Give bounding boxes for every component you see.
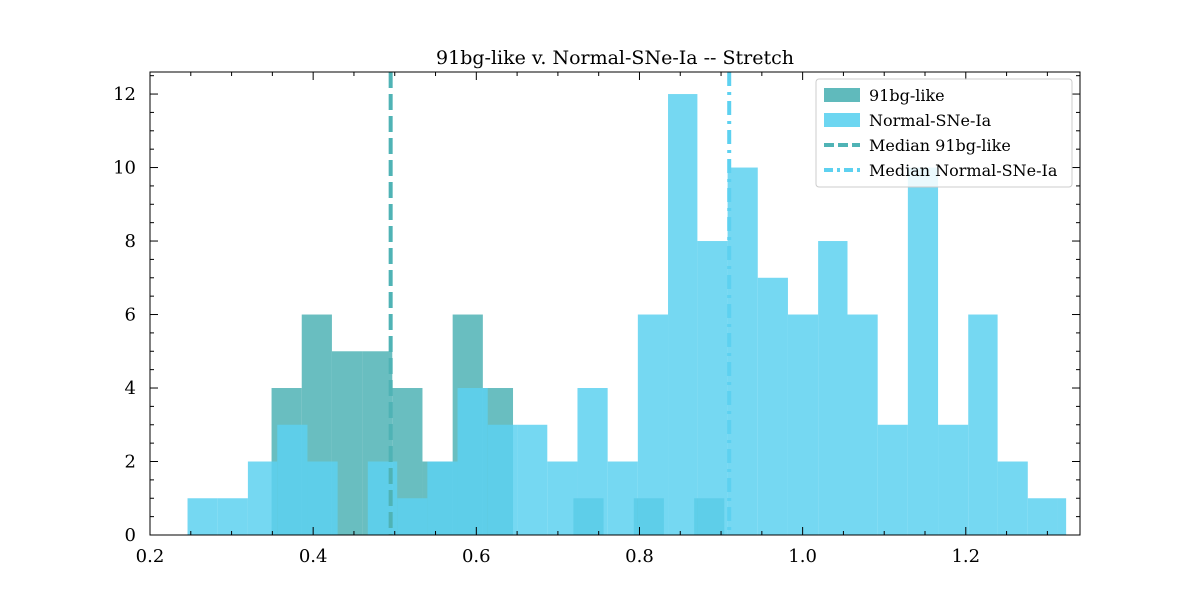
x-tick-label: 0.6	[462, 546, 491, 567]
median-lines	[388, 72, 732, 535]
bar-normal	[457, 388, 488, 535]
bar-normal	[697, 241, 728, 536]
x-tick-label: 1.2	[951, 546, 980, 567]
bar-normal	[968, 314, 998, 535]
bar-normal	[487, 424, 518, 535]
bar-normal	[787, 314, 819, 535]
y-tick-label: 0	[125, 525, 136, 546]
bar-normal	[1057, 498, 1067, 535]
y-tick-label: 2	[125, 452, 136, 473]
bar-normal	[757, 277, 788, 535]
bar-normal	[247, 461, 278, 535]
bar-normal	[938, 424, 969, 535]
y-tick-label: 4	[125, 378, 136, 399]
bar-normal	[397, 498, 428, 535]
bar-normal	[637, 314, 669, 535]
bar-normal	[577, 388, 608, 535]
bar-normal	[547, 461, 578, 535]
bar-normal	[877, 424, 908, 535]
x-tick-label: 0.2	[136, 546, 165, 567]
legend-normal-swatch	[824, 113, 860, 127]
histogram-bars	[187, 94, 1067, 536]
bar-normal	[727, 167, 758, 536]
legend: 91bg-like Normal-SNe-Ia Median 91bg-like Me…	[815, 78, 1073, 188]
y-tick-label: 10	[113, 158, 136, 179]
bar-normal	[1027, 498, 1058, 535]
axes: 0.2 0.4 0.6 0.8 1.0 1.2 0 2 4 6 8 10 12	[113, 71, 1081, 567]
chart-title: 91bg-like v. Normal-SNe-Ia -- Stretch	[436, 47, 794, 69]
x-tick-label: 0.4	[299, 546, 328, 567]
bar-normal	[277, 424, 308, 535]
bar-normal	[997, 461, 1028, 535]
bar-normal	[187, 498, 218, 535]
plot-frame	[149, 71, 1081, 536]
x-tick-label: 1.0	[788, 546, 817, 567]
legend-normal-label: Normal-SNe-Ia	[869, 111, 992, 130]
legend-box	[815, 78, 1073, 188]
y-tick-label: 6	[125, 305, 136, 326]
legend-91bg-swatch	[824, 88, 860, 102]
bar-normal	[818, 241, 848, 536]
legend-median-91bg-label: Median 91bg-like	[869, 136, 1011, 155]
bar-normal	[847, 314, 878, 535]
legend-median-normal-label: Median Normal-SNe-Ia	[869, 161, 1058, 180]
bar-normal	[607, 461, 638, 535]
bar-normal	[217, 498, 248, 535]
bar-normal	[517, 424, 548, 535]
bar-normal	[307, 461, 338, 535]
y-tick-label: 12	[113, 84, 136, 105]
bar-normal	[367, 461, 398, 535]
y-tick-label: 8	[125, 231, 136, 252]
x-tick-label: 0.8	[625, 546, 654, 567]
bar-normal	[907, 167, 939, 536]
bar-normal	[427, 461, 458, 535]
bar-normal	[668, 94, 698, 536]
legend-91bg-label: 91bg-like	[869, 86, 945, 105]
